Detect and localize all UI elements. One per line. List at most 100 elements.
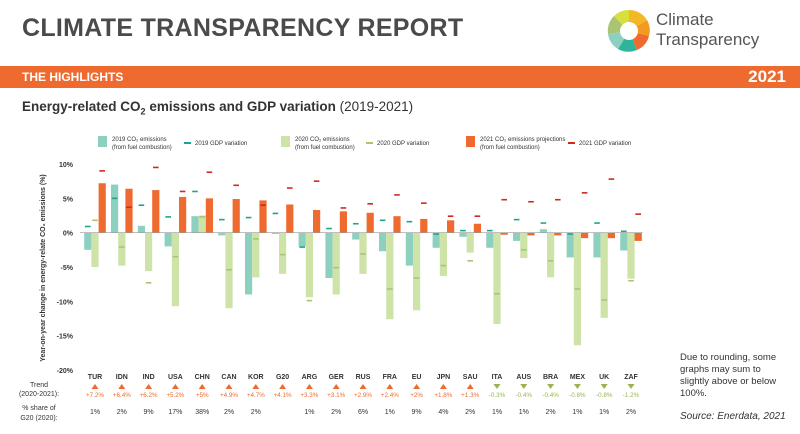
climate-transparency-logo-icon bbox=[607, 9, 650, 52]
trend-arrow-jpn-up-icon bbox=[439, 384, 447, 389]
trend-value-eu: +2% bbox=[410, 392, 423, 399]
x-tick-label-mex: MEX bbox=[570, 374, 586, 381]
legend: 2019 CO₂ emissions (from fuel combustion… bbox=[98, 136, 631, 151]
share-value-idn: 2% bbox=[117, 409, 127, 416]
share-value-uk: 1% bbox=[599, 409, 609, 416]
legend-swatch-2020-emissions bbox=[281, 136, 290, 147]
trend-arrow-chn-up-icon bbox=[198, 384, 206, 389]
bar-arg-2019-emissions bbox=[298, 232, 306, 247]
trend-value-idn: +6.4% bbox=[113, 392, 131, 399]
bar-ger-2019-emissions bbox=[325, 232, 333, 278]
trend-arrow-ind-up-icon bbox=[145, 384, 153, 389]
bar-can-2019-emissions bbox=[218, 232, 226, 236]
trend-arrow-mex-down-icon bbox=[573, 384, 581, 389]
y-tick-label-5: -5% bbox=[61, 265, 74, 272]
trend-arrow-sau-up-icon bbox=[466, 384, 474, 389]
rounding-note: Due to rounding, some graphs may sum to … bbox=[680, 352, 777, 399]
bar-ind-2021-emissions bbox=[152, 190, 160, 233]
legend-label-2019-emissions-sub: (from fuel combustion) bbox=[112, 145, 172, 151]
x-tick-label-idn: IDN bbox=[116, 374, 128, 381]
bar-sau-2021-emissions bbox=[473, 223, 481, 233]
trend-arrow-ger-up-icon bbox=[332, 384, 340, 389]
share-value-jpn: 4% bbox=[438, 409, 448, 416]
trend-value-ind: +6.2% bbox=[140, 392, 158, 399]
bar-uk-2020-emissions bbox=[600, 232, 608, 318]
x-tick-label-sau: SAU bbox=[463, 374, 478, 381]
bar-uk-2021-emissions bbox=[607, 232, 615, 239]
bar-fra-2021-emissions bbox=[393, 216, 401, 233]
chart-title-main: Energy-related CO bbox=[22, 99, 141, 114]
x-tick-label-chn: CHN bbox=[195, 374, 210, 381]
share-value-kor: 2% bbox=[251, 409, 261, 416]
x-tick-label-uk: UK bbox=[599, 374, 609, 381]
x-axis-labels: TUR IDN IND USA CHN CAN KOR G20 ARG GER RUS FRA EU JP… bbox=[88, 374, 639, 381]
trend-value-rus: +2.9% bbox=[354, 392, 372, 399]
bar-idn-2021-emissions bbox=[125, 188, 133, 233]
bar-eu-2021-emissions bbox=[420, 218, 428, 233]
x-tick-label-ger: GER bbox=[329, 374, 344, 381]
bar-ind-2020-emissions bbox=[145, 232, 153, 272]
bar-ind-2019-emissions bbox=[137, 225, 145, 233]
trend-arrow-fra-up-icon bbox=[386, 384, 394, 389]
bar-jpn-2019-emissions bbox=[432, 232, 440, 248]
bar-usa-2021-emissions bbox=[179, 196, 187, 233]
bar-ger-2020-emissions bbox=[332, 232, 340, 295]
brand-name-line-2: Transparency bbox=[656, 30, 760, 49]
trend-arrow-idn-up-icon bbox=[118, 384, 126, 389]
bar-tur-2019-emissions bbox=[84, 232, 92, 250]
trend-value-uk: -0.8% bbox=[596, 392, 613, 399]
x-tick-label-jpn: JPN bbox=[437, 374, 451, 381]
bar-g20-2021-emissions bbox=[286, 204, 294, 233]
share-value-can: 2% bbox=[224, 409, 234, 416]
bar-jpn-2021-emissions bbox=[447, 220, 455, 233]
trend-arrow-tur-up-icon bbox=[91, 384, 99, 389]
x-tick-label-kor: KOR bbox=[248, 374, 264, 381]
bar-kor-2020-emissions bbox=[252, 232, 260, 278]
share-value-aus: 1% bbox=[519, 409, 529, 416]
trend-arrow-can-up-icon bbox=[225, 384, 233, 389]
trend-value-g20: +4.1% bbox=[274, 392, 292, 399]
trend-arrow-zaf-down-icon bbox=[627, 384, 635, 389]
legend-label-2020-emissions-sub: (from fuel combustion) bbox=[295, 145, 355, 151]
share-value-zaf: 2% bbox=[626, 409, 636, 416]
bar-jpn-2020-emissions bbox=[439, 232, 447, 276]
share-row: 1% 2% 9% 17% 38% 2% 2% 1% 2% 6% 1% 9% 4% 2% 1% 1% 2% 1% 1%… bbox=[90, 409, 636, 416]
bar-tur-2021-emissions bbox=[98, 183, 106, 233]
bar-sau-2019-emissions bbox=[459, 232, 467, 237]
trend-value-tur: +7.2% bbox=[86, 392, 104, 399]
bar-bra-2020-emissions bbox=[547, 232, 555, 278]
bar-aus-2019-emissions bbox=[513, 232, 521, 241]
bar-g20-2020-emissions bbox=[279, 232, 287, 274]
report-title: CLIMATE TRANSPARENCY REPORT bbox=[22, 14, 464, 42]
bar-usa-2019-emissions bbox=[164, 232, 172, 247]
share-value-tur: 1% bbox=[90, 409, 100, 416]
y-tick-label-5: 5% bbox=[63, 196, 74, 203]
share-value-arg: 1% bbox=[304, 409, 314, 416]
trend-value-zaf: -1.2% bbox=[623, 392, 640, 399]
bar-kor-2019-emissions bbox=[245, 232, 253, 295]
chart-title: Energy-related CO2 emissions and GDP var… bbox=[22, 99, 413, 117]
x-tick-label-eu: EU bbox=[412, 374, 422, 381]
trend-value-kor: +4.7% bbox=[247, 392, 265, 399]
share-value-ger: 2% bbox=[331, 409, 341, 416]
trend-row-label: Trend bbox=[30, 382, 48, 389]
trend-arrow-kor-up-icon bbox=[252, 384, 260, 389]
x-tick-label-can: CAN bbox=[221, 374, 236, 381]
trend-value-ger: +3.1% bbox=[327, 392, 345, 399]
brand-logo: Climate Transparency bbox=[606, 8, 796, 56]
chart-title-subscript: 2 bbox=[140, 106, 146, 117]
share-value-ind: 9% bbox=[144, 409, 154, 416]
trend-value-chn: +5% bbox=[196, 392, 209, 399]
bar-g20-2019-emissions bbox=[271, 232, 279, 235]
trend-arrow-uk-down-icon bbox=[600, 384, 608, 389]
y-tick-label-20: -20% bbox=[57, 368, 74, 375]
brand-name-line-1: Climate bbox=[656, 10, 714, 29]
share-value-chn: 38% bbox=[195, 409, 209, 416]
bar-eu-2019-emissions bbox=[405, 232, 413, 266]
bar-uk-2019-emissions bbox=[593, 232, 601, 258]
highlights-label: THE HIGHLIGHTS bbox=[22, 70, 124, 84]
share-value-eu: 9% bbox=[412, 409, 422, 416]
y-tick-label-15: -15% bbox=[57, 334, 74, 341]
bar-fra-2020-emissions bbox=[386, 232, 394, 320]
